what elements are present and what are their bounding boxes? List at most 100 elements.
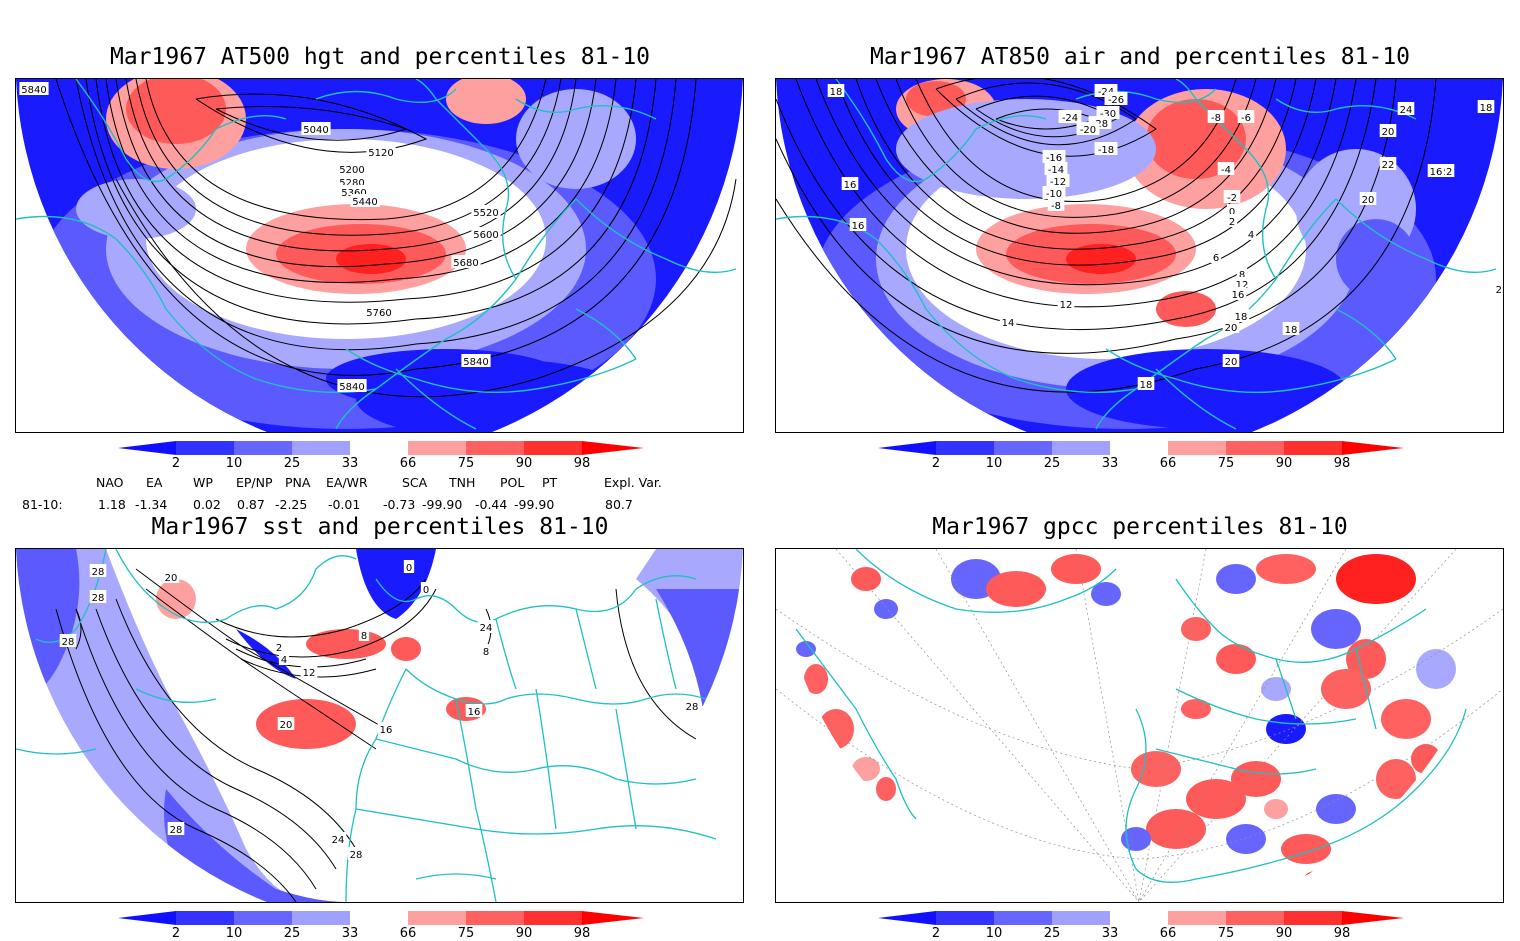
- colorbar-segment-c75_90: [466, 441, 524, 455]
- colorbar-segment-c33_66: [1110, 911, 1168, 925]
- colorbar-tick-label: 98: [573, 456, 591, 471]
- colorbar-tick-label: 33: [341, 926, 359, 941]
- contour-label: -12: [1050, 177, 1066, 188]
- contour-label-bg: [300, 665, 318, 678]
- colorbar-segment-c2_10: [176, 441, 234, 455]
- contour-label-bg: [683, 699, 701, 712]
- colorbar-segment-c25_33: [292, 911, 350, 925]
- contour-label-bg: [1076, 122, 1100, 135]
- colorbar-segment-below2: [878, 911, 936, 925]
- contour-label: 28: [92, 567, 105, 578]
- colorbar-segment-c10_25: [234, 911, 292, 925]
- contour-label: 5360: [341, 188, 366, 199]
- contour-label: 2: [276, 643, 282, 654]
- contour-label-bg: [1223, 190, 1241, 203]
- contour-label: 16: [380, 725, 393, 736]
- contour-label: 18: [1140, 380, 1153, 391]
- stats-header-pol: POL: [500, 475, 525, 490]
- contour-label: 14: [1002, 318, 1015, 329]
- contour-label-bg: [364, 305, 394, 318]
- colorbar-segment-c10_25: [994, 441, 1052, 455]
- stats-header-wp: WP: [193, 475, 213, 490]
- panel-2-map: 18-24-26-30-28-24-20-18-16-14-12-10-8-8-…: [775, 78, 1504, 433]
- contour-label-bg: [471, 227, 501, 240]
- contour-label-bg: [1229, 287, 1247, 300]
- colorbar-segment-c2_10: [936, 441, 994, 455]
- contour-label: 0: [1229, 207, 1235, 218]
- colorbar-segment-c90_98: [1284, 441, 1342, 455]
- contour-label-bg: [89, 564, 107, 577]
- colorbar-tick-label: 75: [457, 456, 475, 471]
- colorbar-tick-label: 33: [1101, 456, 1119, 471]
- colorbar-tick-label: 10: [985, 926, 1003, 941]
- colorbar-top-left-labels: 2 10 25 33 66 75 90 98: [118, 456, 644, 472]
- colorbar-segment-c75_90: [466, 911, 524, 925]
- contour-label: -8: [1051, 201, 1061, 212]
- colorbar-segment-c33_66: [1110, 441, 1168, 455]
- colorbar-tick-label: 66: [399, 456, 417, 471]
- colorbar-bottom-left: [118, 910, 644, 926]
- contour-label-bg: [1217, 162, 1235, 175]
- stats-value-epnp: 0.87: [237, 497, 265, 512]
- contour-label: 28: [170, 825, 183, 836]
- colorbar-bottom-right: [878, 910, 1404, 926]
- colorbar-segment-above98: [1342, 441, 1404, 455]
- colorbar-segment-c10_25: [234, 441, 292, 455]
- colorbar-tick-label: 75: [457, 926, 475, 941]
- contour-label: 24: [480, 623, 493, 634]
- contour-label: -30: [1100, 109, 1116, 120]
- contour-label-bg: [1379, 157, 1397, 170]
- panel-3-title: Mar1967 sst and percentiles 81-10: [151, 514, 609, 540]
- colorbar-segment-c90_98: [524, 441, 582, 455]
- colorbar-segment-c66_75: [1168, 441, 1226, 455]
- colorbar-segment-c2_10: [936, 911, 994, 925]
- contour-label: 18: [830, 87, 843, 98]
- contour-label: 16: [1430, 167, 1443, 178]
- panel-4-title: Mar1967 gpcc percentiles 81-10: [932, 514, 1348, 540]
- colorbar-top-right-svg: [878, 441, 1404, 455]
- contour-label: 4: [281, 655, 287, 666]
- contour-label: 5760: [366, 308, 391, 319]
- contour-label: 28: [686, 702, 699, 713]
- contour-label-bg: [377, 722, 395, 735]
- contour-label-bg: [19, 82, 49, 95]
- colorbar-tick-label: 10: [225, 926, 243, 941]
- contour-label-bg: [1226, 204, 1238, 217]
- contour-label-bg: [1477, 100, 1495, 113]
- contour-label: 18: [1235, 312, 1248, 323]
- contour-label: 16: [468, 707, 481, 718]
- stats-header-pna: PNA: [285, 475, 311, 490]
- contour-label: 12: [1060, 300, 1073, 311]
- contour-label-bg: [278, 652, 290, 665]
- contour-label: -18: [1098, 145, 1114, 156]
- stats-value-pna: -2.25: [275, 497, 308, 512]
- contour-label: 12: [1236, 280, 1249, 291]
- panel-3-svg: 28 28 28 20 00 24 8 12 16 16 20 24 28 28 28 8 24: [16, 549, 743, 902]
- colorbar-segment-c25_33: [1052, 911, 1110, 925]
- colorbar-tick-label: 25: [283, 456, 301, 471]
- contour-label: 0: [406, 563, 412, 574]
- contour-label-bg: [1047, 198, 1065, 211]
- colorbar-tick-label: 98: [573, 926, 591, 941]
- contour-label-bg: [277, 717, 295, 730]
- contour-label: 8: [1239, 270, 1245, 281]
- contour-label-bg: [1207, 110, 1225, 123]
- colorbar-segment-c33_66: [350, 441, 408, 455]
- contour-label: 5200: [339, 165, 364, 176]
- colorbar-tick-label: 66: [1159, 926, 1177, 941]
- contour-label-bg: [1044, 162, 1068, 175]
- contour-label-bg: [1427, 164, 1445, 177]
- contour-label-bg: [1046, 174, 1070, 187]
- contour-label-bg: [89, 590, 107, 603]
- contour-label-bg: [465, 704, 483, 717]
- contour-label: 20: [1362, 195, 1375, 206]
- contour-label: -8: [1211, 113, 1221, 124]
- contour-label-bg: [1397, 102, 1415, 115]
- contour-label-bg: [461, 354, 491, 367]
- colorbar-bottom-left-svg: [118, 911, 644, 925]
- contour-label: -28: [1092, 119, 1108, 130]
- colorbar-bottom-right-svg: [878, 911, 1404, 925]
- contour-label: 20: [1225, 357, 1238, 368]
- contour-label: -16: [1046, 153, 1062, 164]
- colorbar-segment-below2: [118, 911, 176, 925]
